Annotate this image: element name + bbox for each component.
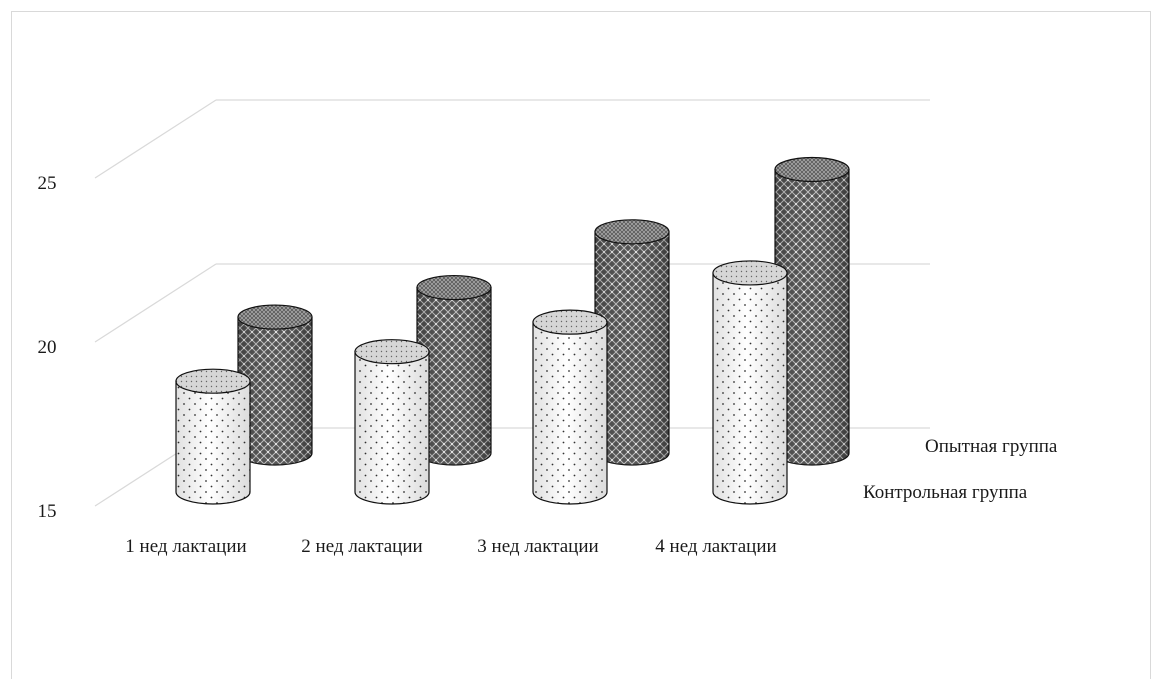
bar-series2-cat2 (416, 274, 492, 466)
x-tick-label: 3 нед лактации (477, 536, 598, 557)
series-label: Контрольная группа (863, 482, 1028, 503)
bar-series1-cat3 (532, 309, 608, 505)
x-tick-label: 1 нед лактации (125, 536, 246, 557)
bars (175, 156, 850, 505)
bar-series2-cat4 (774, 156, 850, 466)
series-label: Опытная группа (925, 436, 1058, 457)
y-tick-label: 25 (38, 173, 57, 194)
y-tick-label: 15 (38, 501, 57, 522)
bar-series2-cat3 (594, 219, 670, 466)
bar-series1-cat4 (712, 260, 788, 505)
x-tick-label: 4 нед лактации (655, 536, 776, 557)
x-tick-label: 2 нед лактации (301, 536, 422, 557)
bar-series2-cat1 (237, 304, 313, 466)
series-labels: Опытная группа Контрольная группа (863, 436, 1058, 503)
y-axis-ticks: 15 20 25 (38, 173, 57, 522)
bar-series1-cat2 (354, 339, 430, 505)
y-tick-label: 20 (38, 337, 57, 358)
x-axis-labels: 1 нед лактации 2 нед лактации 3 нед лактац… (125, 536, 776, 557)
bar-series1-cat1 (175, 368, 251, 505)
chart-frame (11, 11, 1151, 679)
gridline-25 (94, 99, 930, 179)
